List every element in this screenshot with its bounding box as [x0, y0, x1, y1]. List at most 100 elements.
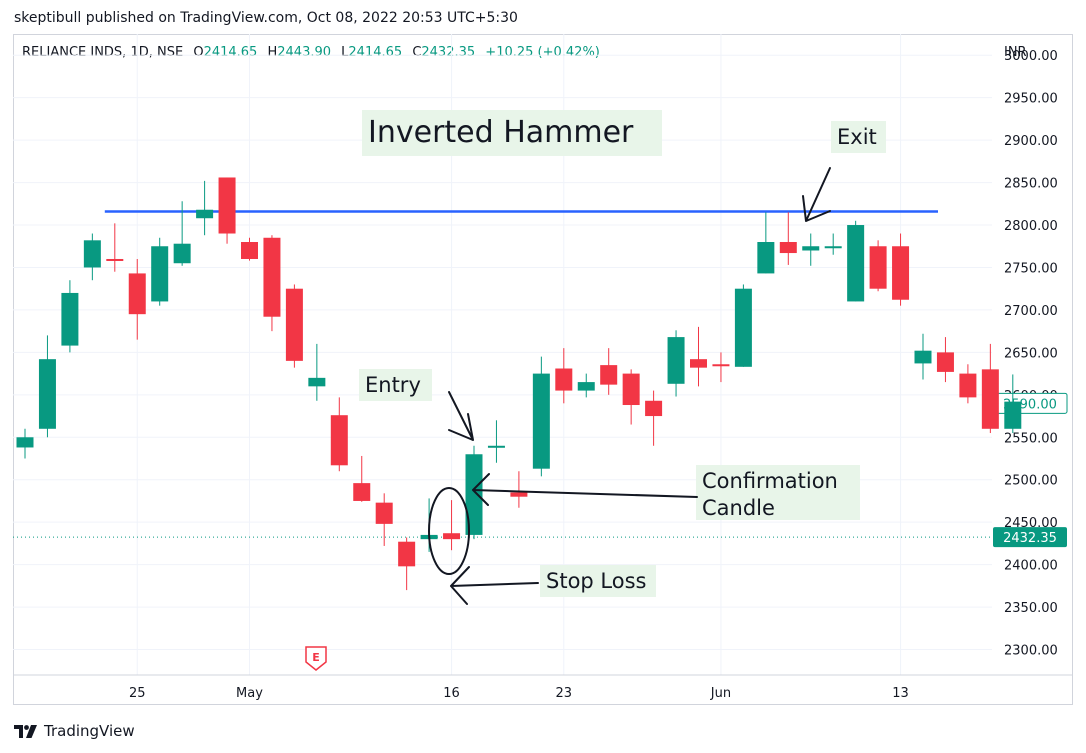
candle-body[interactable]	[38, 359, 56, 429]
candle-body[interactable]	[847, 225, 865, 302]
candle-body[interactable]	[757, 242, 775, 274]
candle-body[interactable]	[375, 502, 393, 524]
tradingview-brand[interactable]: TradingView	[14, 722, 135, 740]
confirmation-annotation-bg	[696, 465, 860, 520]
earnings-event-label: E	[312, 651, 320, 664]
candle-body[interactable]	[824, 246, 842, 249]
candle-body[interactable]	[308, 377, 326, 387]
candle-body[interactable]	[712, 364, 730, 367]
candle-body[interactable]	[981, 369, 999, 429]
candle-body[interactable]	[1004, 401, 1022, 429]
candle-body[interactable]	[487, 445, 505, 448]
candle-body[interactable]	[914, 350, 932, 364]
candle-body[interactable]	[173, 243, 191, 264]
candle-body[interactable]	[398, 541, 416, 567]
exit-annotation-text: Exit	[837, 125, 877, 149]
candle-body[interactable]	[600, 365, 618, 385]
candle-body[interactable]	[645, 400, 663, 417]
title-annotation-bg	[362, 110, 662, 156]
candle-body[interactable]	[241, 242, 258, 259]
open-value: 2414.65	[203, 45, 258, 60]
entry-annotation-text: Entry	[365, 373, 421, 397]
y-tick-label: 2850.00	[1004, 177, 1058, 192]
y-tick-label: 2700.00	[1004, 304, 1058, 319]
last-price-tag	[993, 527, 1067, 548]
candle-body[interactable]	[285, 288, 303, 361]
confirmation-annotation-text: Confirmation	[702, 469, 838, 493]
candle-body[interactable]	[330, 415, 348, 466]
entry-annotation-bg	[359, 369, 432, 401]
candle-body[interactable]	[83, 240, 101, 268]
candle-body[interactable]	[61, 292, 79, 346]
candle-body[interactable]	[667, 337, 685, 384]
candle-body[interactable]	[465, 454, 483, 535]
y-tick-label: 2550.00	[1004, 431, 1058, 446]
low-value: 2414.65	[348, 45, 403, 60]
candle-body[interactable]	[106, 258, 124, 261]
candle-body[interactable]	[622, 373, 640, 406]
change-value: +10.25 (+0.42%)	[485, 45, 600, 60]
candle-body[interactable]	[892, 246, 910, 300]
candle-body[interactable]	[936, 352, 954, 372]
x-tick-label: 16	[443, 686, 460, 701]
candle-body[interactable]	[690, 359, 707, 368]
x-tick-label: 13	[892, 686, 909, 701]
candle-body[interactable]	[16, 437, 34, 448]
stop-loss-arrow	[450, 566, 539, 605]
symbol-label[interactable]: RELIANCE INDS, 1D, NSE	[22, 45, 184, 60]
currency-label: INR	[1004, 45, 1027, 60]
y-tick-label: 2500.00	[1004, 474, 1058, 489]
last-price-label: 2432.35	[1003, 531, 1057, 546]
high-label: H	[267, 45, 278, 60]
stop-loss-annotation-bg	[540, 565, 656, 597]
exit-annotation-bg	[831, 121, 886, 153]
candle-body[interactable]	[128, 273, 146, 315]
close-value: 2432.35	[421, 45, 476, 60]
candle-body[interactable]	[151, 246, 169, 302]
tradingview-logo-icon	[14, 725, 37, 738]
confirmation-annotation-text: Candle	[702, 496, 775, 520]
y-tick-label: 2950.00	[1004, 92, 1058, 107]
y-tick-label: 2300.00	[1004, 644, 1058, 659]
inverted-hammer-highlight	[428, 487, 470, 575]
open-label: O	[193, 45, 204, 60]
candle-body[interactable]	[779, 242, 797, 254]
candle-body[interactable]	[532, 373, 550, 469]
y-tick-label: 2750.00	[1004, 261, 1058, 276]
candle-body[interactable]	[869, 246, 887, 289]
x-tick-label: Jun	[710, 686, 731, 701]
earnings-event-icon[interactable]	[305, 646, 327, 671]
candle-body[interactable]	[734, 288, 752, 367]
candle-body[interactable]	[555, 368, 573, 391]
candle-body[interactable]	[443, 533, 461, 540]
brand-text: TradingView	[44, 722, 135, 740]
stop-loss-annotation-text: Stop Loss	[546, 569, 646, 593]
candle-body[interactable]	[802, 246, 820, 251]
high-value: 2443.90	[277, 45, 332, 60]
y-tick-label: 2350.00	[1004, 601, 1058, 616]
x-tick-label: 25	[129, 686, 146, 701]
close-label: C	[412, 45, 422, 60]
y-tick-label: 2800.00	[1004, 219, 1058, 234]
x-tick-label: May	[236, 686, 263, 701]
candle-body[interactable]	[263, 237, 281, 317]
ohlc-legend: RELIANCE INDS, 1D, NSE O2414.65 H2443.90…	[22, 45, 600, 60]
candle-body[interactable]	[218, 177, 236, 234]
publisher-line: skeptibull published on TradingView.com,…	[14, 10, 518, 26]
y-tick-label: 3000.00	[1004, 49, 1058, 64]
chart-frame	[13, 34, 1073, 705]
candle-body[interactable]	[353, 483, 371, 501]
candle-body[interactable]	[577, 382, 595, 391]
low-label: L	[341, 45, 349, 60]
candle-body[interactable]	[959, 373, 977, 398]
entry-arrow	[448, 391, 474, 441]
exit-arrow	[802, 167, 831, 222]
title-annotation-text: Inverted Hammer	[368, 115, 634, 150]
confirmation-arrow	[472, 473, 698, 506]
candle-body[interactable]	[510, 492, 528, 497]
y-tick-label: 2900.00	[1004, 134, 1058, 149]
x-tick-label: 23	[556, 686, 573, 701]
y-tick-label: 2400.00	[1004, 559, 1058, 574]
candle-body[interactable]	[196, 209, 214, 219]
